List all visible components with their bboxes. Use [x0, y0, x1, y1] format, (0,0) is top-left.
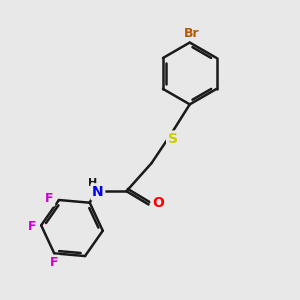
Text: H: H	[88, 178, 97, 188]
Text: S: S	[168, 132, 178, 146]
Text: F: F	[45, 192, 54, 205]
Text: Br: Br	[183, 27, 199, 40]
Text: O: O	[152, 196, 164, 210]
Text: F: F	[28, 220, 36, 233]
Text: N: N	[92, 185, 104, 199]
Text: F: F	[50, 256, 58, 269]
